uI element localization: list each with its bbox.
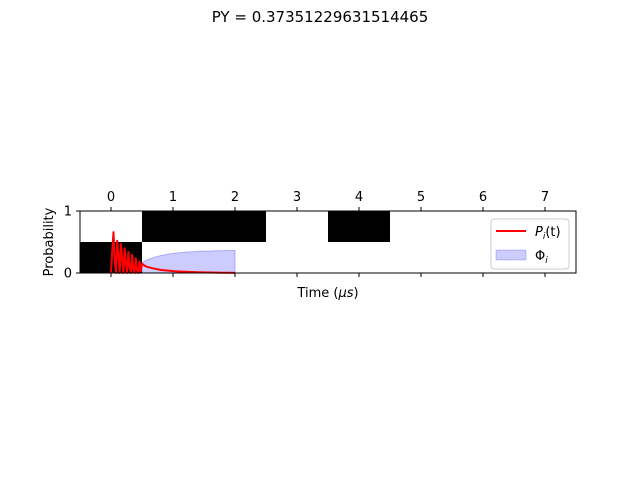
occupancy-block-2 — [328, 211, 390, 242]
y-ticks: 01 — [64, 205, 80, 282]
y-tick-label-1: 1 — [64, 205, 72, 220]
x-tick-label-1: 1 — [169, 190, 177, 205]
x-ticks-bottom — [110, 273, 546, 277]
x-ticks-top: 0 1 2 3 4 5 6 7 — [107, 190, 549, 211]
x-axis-label: Time (μs) — [296, 286, 358, 301]
legend-entry-phi: Φi — [535, 249, 548, 266]
x-axis-label-unit: μs — [337, 286, 353, 301]
chart-title: PY = 0.37351229631514465 — [212, 8, 429, 26]
x-axis-label-suffix: ) — [354, 286, 359, 301]
x-tick-label-6: 6 — [479, 190, 487, 205]
y-axis-label: Probability — [42, 207, 57, 276]
x-tick-label-4: 4 — [355, 190, 363, 205]
legend-entry-probability: Pi(t) — [535, 225, 561, 242]
x-tick-label-5: 5 — [417, 190, 425, 205]
phi-area-layer — [141, 249, 236, 274]
series-probability-line — [110, 231, 236, 274]
probability-line-layer — [110, 231, 236, 274]
occupancy-blocks — [80, 211, 390, 273]
axes-frame — [79, 210, 577, 274]
x-tick-label-3: 3 — [293, 190, 301, 205]
legend-area-swatch — [495, 249, 527, 261]
y-tick-label-0: 0 — [64, 267, 72, 282]
x-tick-label-7: 7 — [541, 190, 549, 205]
occupancy-block-1 — [142, 211, 266, 242]
series-phi-area — [141, 249, 236, 274]
x-tick-label-2: 2 — [231, 190, 239, 205]
legend: Pi(t) Φi — [490, 218, 570, 270]
x-tick-label-0: 0 — [107, 190, 115, 205]
x-axis-label-prefix: Time ( — [296, 286, 338, 301]
